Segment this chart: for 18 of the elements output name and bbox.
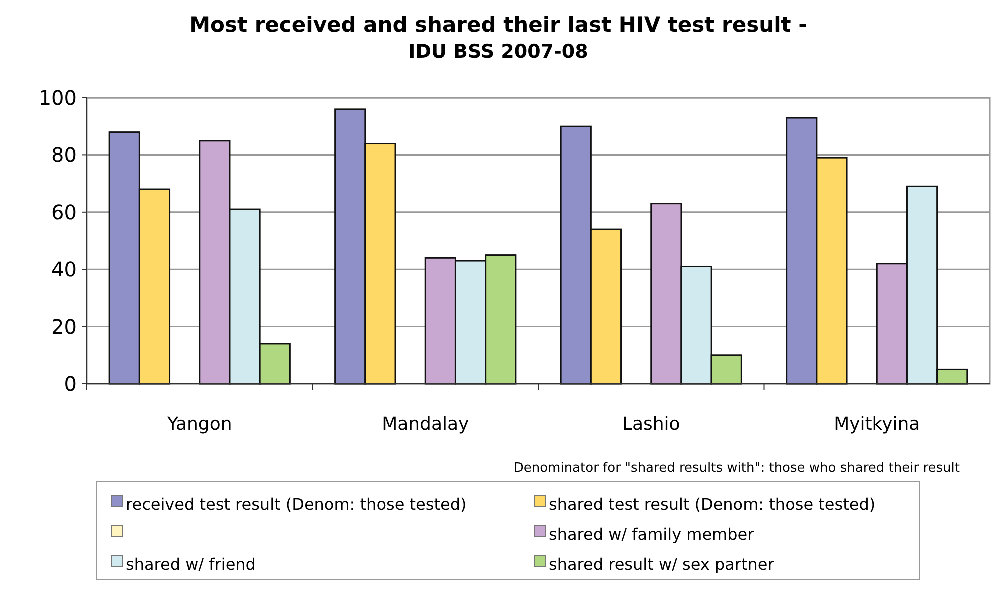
text: Denominator for "shared results with": those who shared their result: [514, 461, 960, 476]
y-tick-label: 20: [52, 314, 77, 339]
x-tick-label: Lashio: [622, 414, 680, 435]
y-tick-label: 0: [64, 372, 77, 396]
y-tick-label: 40: [52, 258, 77, 282]
y-tick-label: 60: [52, 200, 77, 224]
x-tick-label: Mandalay: [382, 414, 470, 435]
legend-label: shared w/ family member: [549, 525, 755, 544]
y-tick-label: 100: [38, 86, 77, 110]
x-tick-label: Myitkyina: [834, 414, 920, 435]
chart-title: Most received and shared their last HIV test result -: [190, 13, 808, 37]
legend-label: received test result (Denom: those tested): [126, 495, 467, 514]
legend-label: shared result w/ sex partner: [549, 555, 775, 574]
x-tick-label: Yangon: [166, 414, 232, 435]
legend-label: shared w/ friend: [126, 555, 256, 574]
chart-subtitle: IDU BSS 2007-08: [408, 41, 588, 63]
legend-label: shared test result (Denom: those tested): [549, 495, 876, 514]
y-tick-label: 80: [52, 143, 77, 168]
